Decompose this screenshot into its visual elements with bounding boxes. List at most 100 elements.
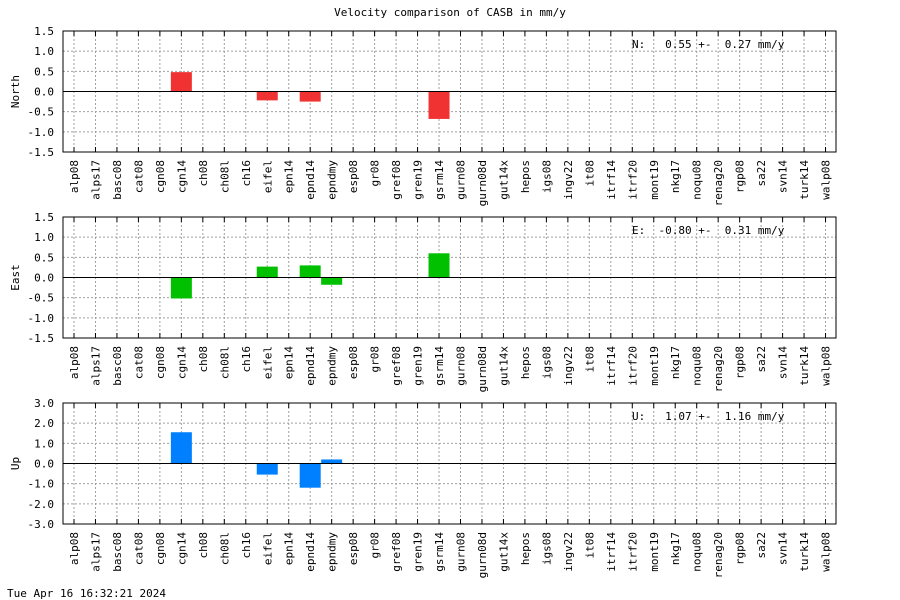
x-tick-label: renag20 — [712, 532, 725, 578]
y-tick-label: -1.5 — [28, 332, 55, 345]
x-tick-label: svn14 — [777, 532, 790, 565]
x-tick-label: gut14x — [497, 532, 510, 572]
y-tick-label: -1.0 — [28, 312, 55, 325]
x-tick-label: alps17 — [89, 346, 102, 386]
x-tick-label: itrf20 — [626, 532, 639, 572]
x-tick-label: cgn14 — [175, 160, 188, 193]
x-tick-label: renag20 — [712, 160, 725, 206]
x-tick-label: hepos — [519, 346, 532, 379]
x-tick-label: gref08 — [390, 160, 403, 200]
x-tick-label: ch16 — [240, 160, 253, 187]
x-tick-label: renag20 — [712, 346, 725, 392]
x-tick-label: gut14x — [497, 160, 510, 200]
x-tick-label: turk14 — [798, 160, 811, 200]
x-tick-label: gurn08 — [455, 160, 468, 200]
x-tick-label: gr08 — [369, 532, 382, 559]
y-tick-label: -1.0 — [28, 478, 55, 491]
x-tick-label: alps17 — [89, 160, 102, 200]
x-tick-label: it08 — [583, 346, 596, 373]
x-tick-label: gurn08d — [476, 532, 489, 578]
x-tick-label: svn14 — [777, 160, 790, 193]
y-axis-label: Up — [9, 457, 22, 470]
x-tick-label: walp08 — [820, 346, 833, 386]
x-tick-label: epndmy — [326, 346, 339, 386]
x-tick-label: gurn08d — [476, 346, 489, 392]
x-tick-label: noqu08 — [691, 532, 704, 572]
x-tick-label: igs08 — [540, 346, 553, 379]
x-tick-label: sa22 — [755, 532, 768, 559]
y-tick-label: -2.0 — [28, 498, 55, 511]
x-tick-label: mont19 — [648, 160, 661, 200]
y-tick-label: 0.0 — [34, 272, 54, 285]
x-tick-label: basc08 — [111, 160, 124, 200]
bar-epnd14 — [299, 463, 321, 488]
x-tick-label: turk14 — [798, 346, 811, 386]
bar-epndmy — [321, 277, 343, 285]
x-tick-label: svn14 — [777, 346, 790, 379]
x-tick-label: gr08 — [369, 346, 382, 373]
x-tick-label: ch08 — [197, 346, 210, 373]
bar-epnd14 — [299, 91, 321, 102]
x-tick-label: nkg17 — [669, 160, 682, 193]
x-tick-label: itrf20 — [626, 346, 639, 386]
x-tick-label: gren19 — [412, 532, 425, 572]
x-tick-label: ch08 — [197, 532, 210, 559]
bar-cgn14 — [170, 432, 192, 464]
x-tick-label: epnd14 — [304, 160, 317, 200]
x-tick-label: gren19 — [412, 160, 425, 200]
x-tick-label: cat08 — [132, 532, 145, 565]
x-tick-label: eifel — [261, 160, 274, 193]
x-tick-label: itrf20 — [626, 160, 639, 200]
x-tick-label: itrf14 — [605, 160, 618, 200]
x-tick-label: cat08 — [132, 346, 145, 379]
x-tick-label: noqu08 — [691, 346, 704, 386]
x-tick-label: gref08 — [390, 532, 403, 572]
x-tick-label: cgn08 — [154, 160, 167, 193]
bar-gsrm14 — [428, 91, 450, 119]
y-tick-label: -1.5 — [28, 146, 55, 159]
chart-title: Velocity comparison of CASB in mm/y — [334, 6, 566, 19]
x-tick-label: itrf14 — [605, 532, 618, 572]
x-tick-label: cgn14 — [175, 532, 188, 565]
x-tick-label: noqu08 — [691, 160, 704, 200]
x-tick-label: rgp08 — [734, 532, 747, 565]
y-tick-label: -0.5 — [28, 292, 55, 305]
x-tick-label: alp08 — [68, 160, 81, 193]
y-tick-label: 0.0 — [34, 458, 54, 471]
x-tick-label: cgn14 — [175, 346, 188, 379]
x-tick-label: gref08 — [390, 346, 403, 386]
x-tick-label: ch16 — [240, 532, 253, 559]
x-tick-label: itrf14 — [605, 346, 618, 386]
bar-eifel — [256, 266, 278, 278]
x-tick-label: hepos — [519, 532, 532, 565]
x-tick-label: basc08 — [111, 532, 124, 572]
x-tick-label: ch16 — [240, 346, 253, 373]
x-tick-label: alp08 — [68, 346, 81, 379]
y-tick-label: -3.0 — [28, 518, 55, 531]
x-tick-label: gsrm14 — [433, 160, 446, 200]
x-tick-label: it08 — [583, 532, 596, 559]
x-tick-label: sa22 — [755, 346, 768, 373]
bar-cgn14 — [170, 72, 192, 92]
bar-epndmy — [321, 459, 343, 464]
timestamp: Tue Apr 16 16:32:21 2024 — [7, 587, 166, 600]
x-tick-label: hepos — [519, 160, 532, 193]
x-tick-label: gut14x — [497, 346, 510, 386]
x-tick-label: ch08l — [218, 346, 231, 379]
plot-frame — [62, 216, 837, 339]
x-tick-label: epnd14 — [304, 346, 317, 386]
x-tick-label: walp08 — [820, 532, 833, 572]
x-tick-label: ingv22 — [562, 532, 575, 572]
y-tick-label: 1.0 — [34, 437, 54, 450]
x-tick-label: igs08 — [540, 532, 553, 565]
x-tick-label: epndmy — [326, 160, 339, 200]
x-tick-label: gren19 — [412, 346, 425, 386]
x-tick-label: alp08 — [68, 532, 81, 565]
y-tick-label: 2.0 — [34, 417, 54, 430]
x-tick-label: gr08 — [369, 160, 382, 187]
x-tick-label: mont19 — [648, 346, 661, 386]
bar-eifel — [256, 91, 278, 101]
x-tick-label: cat08 — [132, 160, 145, 193]
y-tick-label: 0.5 — [34, 251, 54, 264]
